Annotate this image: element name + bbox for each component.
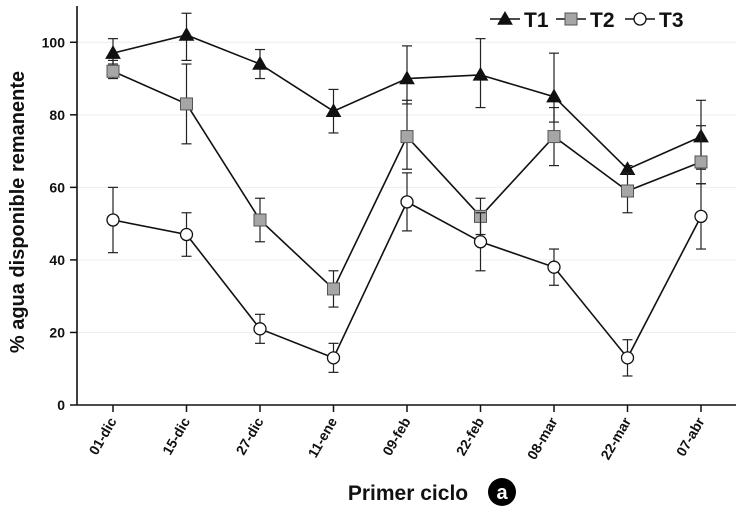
- data-point-t3: [253, 322, 267, 336]
- legend-marker-t2: [564, 12, 578, 26]
- legend-item-t1: T1: [490, 9, 549, 32]
- data-point-t2: [547, 130, 561, 144]
- data-point-t3: [547, 260, 561, 274]
- x-tick-label: 01-dic: [86, 414, 120, 457]
- legend: T1 T2 T3: [490, 9, 684, 32]
- legend-item-t2: T2: [556, 9, 615, 32]
- x-tick-label: 27-dic: [233, 414, 267, 457]
- data-point-t1: [105, 45, 121, 59]
- y-ticks: 0 20 40 60 80 100: [42, 34, 77, 413]
- data-point-t2: [327, 282, 340, 296]
- data-point-t3: [326, 351, 341, 365]
- y-tick-label: 80: [49, 107, 65, 123]
- data-point-t3: [694, 209, 708, 224]
- y-tick-label: 20: [49, 324, 65, 340]
- panel-badge-label: a: [496, 482, 508, 504]
- data-point-t3: [179, 227, 194, 242]
- y-tick-label: 0: [57, 397, 65, 413]
- data-point-t3: [400, 195, 414, 209]
- y-tick-label: 40: [49, 252, 65, 268]
- data-point-t1: [252, 56, 268, 70]
- legend-label: T3: [659, 9, 684, 32]
- data-point-t1: [399, 70, 415, 85]
- panel-badge: a: [488, 478, 516, 506]
- legend-label: T1: [524, 9, 549, 32]
- data-point-t2: [106, 64, 120, 78]
- x-tick-label: 08-mar: [524, 414, 561, 462]
- x-tick-label: 07-abr: [673, 414, 708, 459]
- y-tick-label: 60: [49, 179, 65, 195]
- series: [105, 12, 709, 377]
- x-tick-label: 22-feb: [453, 415, 487, 459]
- data-point-t1: [472, 66, 489, 81]
- x-tick-label: 15-dic: [159, 414, 193, 457]
- y-tick-label: 100: [42, 34, 66, 50]
- legend-label: T2: [590, 9, 615, 32]
- series-t1: [105, 12, 709, 175]
- data-point-t3: [620, 351, 635, 365]
- data-point-t2: [180, 97, 193, 111]
- data-point-t1: [546, 88, 562, 103]
- legend-marker-t1: [497, 10, 513, 25]
- data-point-t3: [473, 235, 488, 249]
- data-point-t2: [694, 155, 708, 169]
- data-point-t2: [400, 130, 414, 144]
- series-t3: [106, 172, 708, 377]
- x-axis-title: Primer ciclo: [348, 482, 468, 505]
- panel-badge-circle: [488, 478, 516, 506]
- y-axis-title: % agua disponible remanente: [7, 71, 29, 353]
- x-tick-label: 09-feb: [379, 415, 413, 459]
- x-tick-label: 11-ene: [304, 414, 340, 460]
- x-tick-label: 22-mar: [597, 414, 634, 462]
- data-point-t1: [178, 27, 195, 41]
- data-point-t3: [106, 213, 120, 227]
- data-point-t1: [325, 103, 342, 117]
- data-point-t2: [253, 213, 267, 227]
- x-ticks: 01-dic 15-dic 27-dic 11-ene 09-feb 22-feb 08-m…: [86, 405, 708, 462]
- legend-item-t3: T3: [625, 9, 684, 32]
- data-point-t2: [621, 184, 634, 198]
- legend-marker-t3: [633, 12, 647, 26]
